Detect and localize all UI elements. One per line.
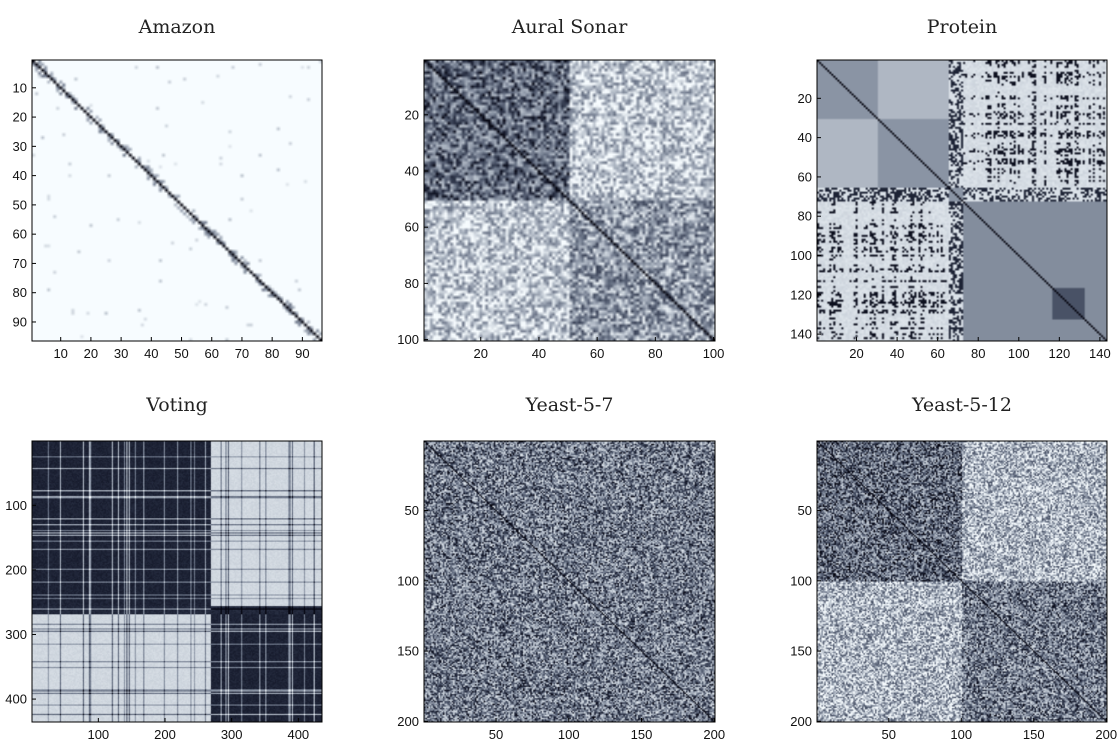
y-tick-label: 40 bbox=[405, 163, 419, 178]
x-tick-label: 40 bbox=[890, 346, 904, 361]
x-tick-label: 100 bbox=[950, 727, 972, 742]
panel-title: Amazon bbox=[138, 16, 216, 38]
x-tick-label: 100 bbox=[703, 346, 725, 361]
y-tick-label: 150 bbox=[397, 644, 419, 659]
x-tick-label: 20 bbox=[474, 346, 488, 361]
panel-3: Protein 20 40 60 80 100 120 140 20 40 60 80 100 120 14… bbox=[790, 16, 1110, 361]
x-tick-label: 100 bbox=[558, 727, 580, 742]
y-tick-label: 30 bbox=[13, 139, 27, 154]
x-tick-label: 40 bbox=[144, 346, 158, 361]
y-tick-label: 90 bbox=[13, 314, 27, 329]
y-tick-label: 100 bbox=[790, 248, 812, 263]
x-tick-label: 80 bbox=[265, 346, 279, 361]
x-tick-label: 400 bbox=[287, 727, 309, 742]
x-tick-label: 60 bbox=[930, 346, 944, 361]
x-tick-label: 90 bbox=[295, 346, 309, 361]
y-tick-label: 200 bbox=[5, 562, 27, 577]
y-tick-label: 80 bbox=[405, 276, 419, 291]
y-tick-label: 400 bbox=[5, 692, 27, 707]
panel-title: Aural Sonar bbox=[511, 16, 629, 38]
plot-frame bbox=[816, 440, 1108, 723]
x-tick-label: 120 bbox=[1048, 346, 1070, 361]
y-tick-label: 100 bbox=[397, 573, 419, 588]
plot-frame bbox=[423, 440, 716, 723]
panel-4: Voting 100 200 300 400 100 200 300 400 bbox=[5, 394, 323, 742]
x-tick-label: 80 bbox=[648, 346, 662, 361]
y-tick-label: 80 bbox=[798, 209, 812, 224]
x-tick-label: 100 bbox=[1008, 346, 1030, 361]
y-tick-label: 20 bbox=[405, 107, 419, 122]
x-tick-label: 140 bbox=[1089, 346, 1111, 361]
x-tick-label: 50 bbox=[174, 346, 188, 361]
x-tick-label: 10 bbox=[53, 346, 67, 361]
y-tick-label: 200 bbox=[397, 714, 419, 729]
y-tick-label: 60 bbox=[405, 220, 419, 235]
panel-title: Voting bbox=[145, 394, 208, 416]
plot-frame bbox=[423, 59, 716, 342]
y-tick-label: 80 bbox=[13, 285, 27, 300]
x-tick-label: 20 bbox=[84, 346, 98, 361]
y-tick-label: 70 bbox=[13, 256, 27, 271]
y-tick-label: 300 bbox=[5, 627, 27, 642]
x-tick-label: 200 bbox=[703, 727, 725, 742]
x-tick-label: 60 bbox=[590, 346, 604, 361]
y-tick-label: 140 bbox=[790, 327, 812, 342]
x-tick-label: 100 bbox=[87, 727, 109, 742]
x-tick-label: 50 bbox=[489, 727, 503, 742]
plot-frame bbox=[816, 59, 1108, 342]
panel-5: Yeast-5-7 50 100 150 200 50 100 150 200 bbox=[397, 394, 725, 742]
x-tick-label: 300 bbox=[221, 727, 243, 742]
heatmap-cells bbox=[32, 60, 322, 341]
panel-title: Protein bbox=[927, 16, 998, 38]
panel-1: Amazon 10 20 30 40 50 60 70 80 90 10 20 30 40 50 60 70 80… bbox=[13, 16, 323, 361]
x-tick-label: 60 bbox=[205, 346, 219, 361]
y-tick-label: 20 bbox=[798, 91, 812, 106]
x-tick-label: 50 bbox=[882, 727, 896, 742]
heatmap-cells bbox=[817, 441, 1107, 722]
x-tick-label: 200 bbox=[1095, 727, 1117, 742]
y-tick-label: 60 bbox=[13, 227, 27, 242]
heatmap-cells bbox=[32, 441, 322, 722]
heatmap-cells bbox=[817, 60, 1107, 341]
panel-2: Aural Sonar 20 40 60 80 100 20 40 60 80 100 bbox=[397, 16, 724, 361]
y-tick-label: 10 bbox=[13, 80, 27, 95]
x-tick-label: 20 bbox=[849, 346, 863, 361]
heatmap-cells bbox=[424, 441, 715, 722]
heatmap-cells bbox=[424, 60, 715, 341]
y-tick-label: 200 bbox=[790, 714, 812, 729]
x-tick-label: 80 bbox=[971, 346, 985, 361]
x-tick-label: 30 bbox=[114, 346, 128, 361]
y-tick-label: 100 bbox=[5, 498, 27, 513]
y-tick-label: 50 bbox=[13, 197, 27, 212]
x-tick-label: 70 bbox=[235, 346, 249, 361]
y-tick-label: 50 bbox=[405, 503, 419, 518]
x-tick-label: 150 bbox=[1023, 727, 1045, 742]
plot-frame bbox=[31, 59, 323, 342]
plot-frame bbox=[31, 440, 323, 723]
x-tick-label: 40 bbox=[532, 346, 546, 361]
y-tick-label: 40 bbox=[13, 168, 27, 183]
y-tick-label: 150 bbox=[790, 644, 812, 659]
panel-title: Yeast-5-12 bbox=[911, 394, 1012, 416]
panel-6: Yeast-5-12 50 100 150 200 50 100 150 200 bbox=[790, 394, 1117, 742]
y-tick-label: 100 bbox=[397, 332, 419, 347]
x-tick-label: 150 bbox=[631, 727, 653, 742]
x-tick-label: 200 bbox=[154, 727, 176, 742]
y-tick-label: 50 bbox=[798, 503, 812, 518]
y-tick-label: 60 bbox=[798, 169, 812, 184]
y-tick-label: 100 bbox=[790, 573, 812, 588]
panel-title: Yeast-5-7 bbox=[525, 394, 614, 416]
y-tick-label: 40 bbox=[798, 130, 812, 145]
y-tick-label: 20 bbox=[13, 110, 27, 125]
y-tick-label: 120 bbox=[790, 287, 812, 302]
